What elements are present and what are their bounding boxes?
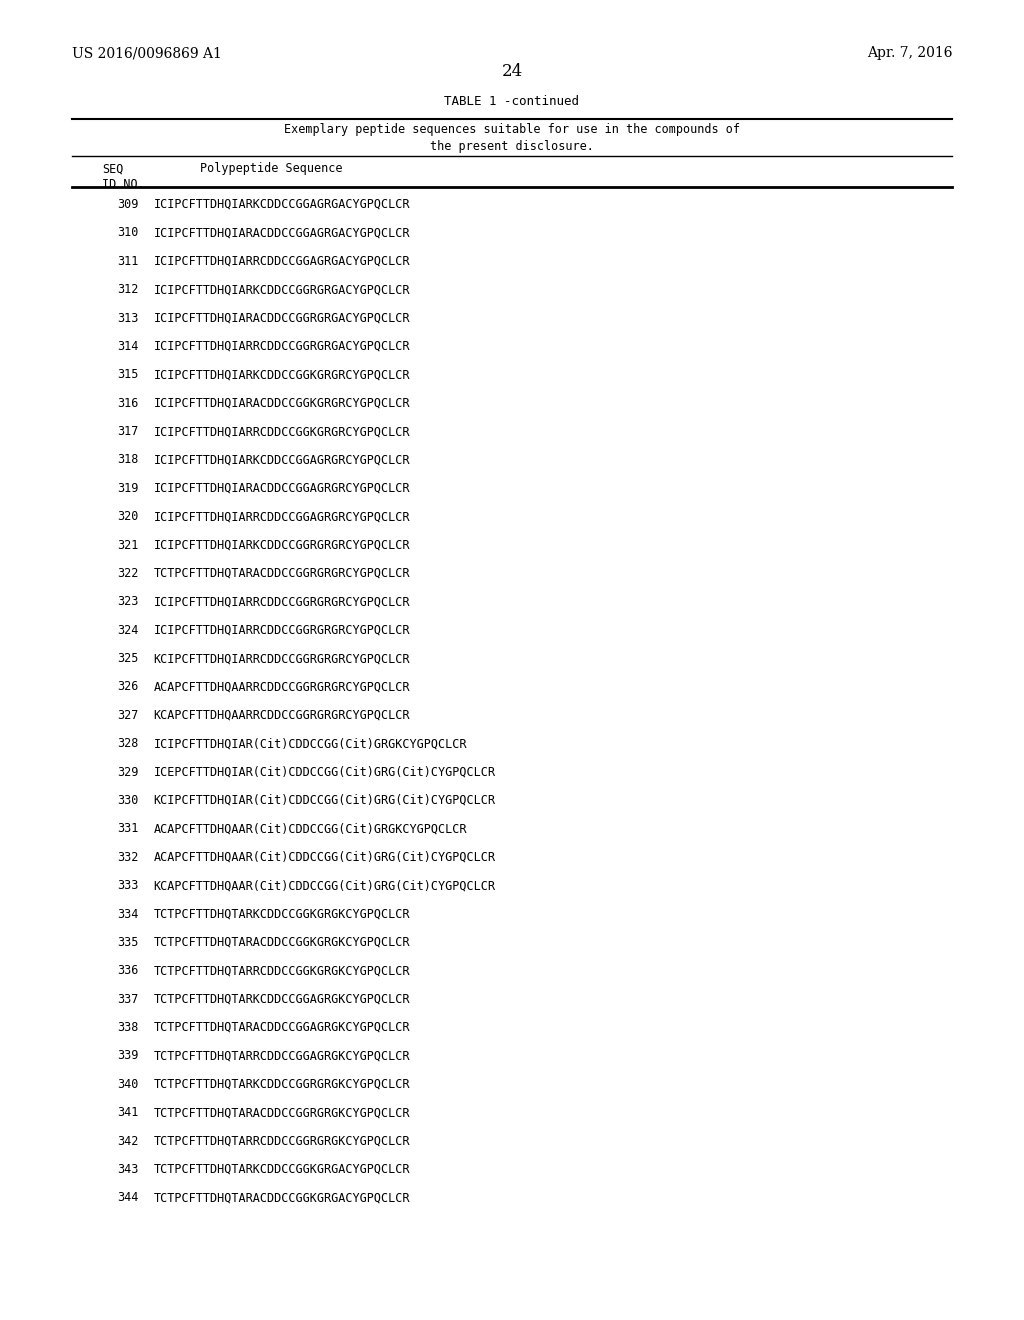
Text: 342: 342	[117, 1134, 138, 1147]
Text: ICIPCFTTDHQIARACDDCCGGRGRGACYGPQCLCR: ICIPCFTTDHQIARACDDCCGGRGRGACYGPQCLCR	[154, 312, 410, 325]
Text: KCAPCFTTDHQAAR(Cit)CDDCCGG(Cit)GRG(Cit)CYGPQCLCR: KCAPCFTTDHQAAR(Cit)CDDCCGG(Cit)GRG(Cit)C…	[154, 879, 496, 892]
Text: ICIPCFTTDHQIARRCDDCCGGAGRGACYGPQCLCR: ICIPCFTTDHQIARRCDDCCGGAGRGACYGPQCLCR	[154, 255, 410, 268]
Text: 327: 327	[117, 709, 138, 722]
Text: ICIPCFTTDHQIARRCDDCCGGKGRGRCYGPQCLCR: ICIPCFTTDHQIARRCDDCCGGKGRGRCYGPQCLCR	[154, 425, 410, 438]
Text: ICIPCFTTDHQIARKCDDCCGGRGRGRCYGPQCLCR: ICIPCFTTDHQIARKCDDCCGGRGRGRCYGPQCLCR	[154, 539, 410, 552]
Text: ACAPCFTTDHQAAR(Cit)CDDCCGG(Cit)GRGKCYGPQCLCR: ACAPCFTTDHQAAR(Cit)CDDCCGG(Cit)GRGKCYGPQ…	[154, 822, 467, 836]
Text: 337: 337	[117, 993, 138, 1006]
Text: 321: 321	[117, 539, 138, 552]
Text: ICIPCFTTDHQIARRCDDCCGGRGRGRCYGPQCLCR: ICIPCFTTDHQIARRCDDCCGGRGRGRCYGPQCLCR	[154, 623, 410, 636]
Text: 322: 322	[117, 568, 138, 579]
Text: KCAPCFTTDHQAARRCDDCCGGRGRGRCYGPQCLCR: KCAPCFTTDHQAARRCDDCCGGRGRGRCYGPQCLCR	[154, 709, 410, 722]
Text: 311: 311	[117, 255, 138, 268]
Text: ICIPCFTTDHQIARRCDDCCGGAGRGRCYGPQCLCR: ICIPCFTTDHQIARRCDDCCGGAGRGRCYGPQCLCR	[154, 511, 410, 523]
Text: ICIPCFTTDHQIARKCDDCCGGAGRGACYGPQCLCR: ICIPCFTTDHQIARKCDDCCGGAGRGACYGPQCLCR	[154, 198, 410, 211]
Text: 339: 339	[117, 1049, 138, 1063]
Text: 315: 315	[117, 368, 138, 381]
Text: TCTPCFTTDHQTARKCDDCCGGAGRGKCYGPQCLCR: TCTPCFTTDHQTARKCDDCCGGAGRGKCYGPQCLCR	[154, 993, 410, 1006]
Text: TCTPCFTTDHQTARKCDDCCGGKGRGKCYGPQCLCR: TCTPCFTTDHQTARKCDDCCGGKGRGKCYGPQCLCR	[154, 908, 410, 920]
Text: 332: 332	[117, 850, 138, 863]
Text: 331: 331	[117, 822, 138, 836]
Text: ICIPCFTTDHQIAR(Cit)CDDCCGG(Cit)GRGKCYGPQCLCR: ICIPCFTTDHQIAR(Cit)CDDCCGG(Cit)GRGKCYGPQ…	[154, 737, 467, 750]
Text: TABLE 1 -continued: TABLE 1 -continued	[444, 95, 580, 108]
Text: 313: 313	[117, 312, 138, 325]
Text: ACAPCFTTDHQAARRCDDCCGGRGRGRCYGPQCLCR: ACAPCFTTDHQAARRCDDCCGGRGRGRCYGPQCLCR	[154, 681, 410, 693]
Text: 330: 330	[117, 795, 138, 807]
Text: ICIPCFTTDHQIARKCDDCCGGAGRGRCYGPQCLCR: ICIPCFTTDHQIARKCDDCCGGAGRGRCYGPQCLCR	[154, 454, 410, 466]
Text: TCTPCFTTDHQTARACDDCCGGKGRGACYGPQCLCR: TCTPCFTTDHQTARACDDCCGGKGRGACYGPQCLCR	[154, 1191, 410, 1204]
Text: TCTPCFTTDHQTARACDDCCGGRGRGRCYGPQCLCR: TCTPCFTTDHQTARACDDCCGGRGRGRCYGPQCLCR	[154, 568, 410, 579]
Text: 328: 328	[117, 737, 138, 750]
Text: 343: 343	[117, 1163, 138, 1176]
Text: ICIPCFTTDHQIARACDDCCGGAGRGACYGPQCLCR: ICIPCFTTDHQIARACDDCCGGAGRGACYGPQCLCR	[154, 226, 410, 239]
Text: KCIPCFTTDHQIARRCDDCCGGRGRGRCYGPQCLCR: KCIPCFTTDHQIARRCDDCCGGRGRGRCYGPQCLCR	[154, 652, 410, 665]
Text: TCTPCFTTDHQTARRCDDCCGGKGRGKCYGPQCLCR: TCTPCFTTDHQTARRCDDCCGGKGRGKCYGPQCLCR	[154, 964, 410, 977]
Text: 341: 341	[117, 1106, 138, 1119]
Text: 334: 334	[117, 908, 138, 920]
Text: 324: 324	[117, 623, 138, 636]
Text: ICIPCFTTDHQIARRCDDCCGGRGRGRCYGPQCLCR: ICIPCFTTDHQIARRCDDCCGGRGRGRCYGPQCLCR	[154, 595, 410, 609]
Text: TCTPCFTTDHQTARACDDCCGGKGRGKCYGPQCLCR: TCTPCFTTDHQTARACDDCCGGKGRGKCYGPQCLCR	[154, 936, 410, 949]
Text: ICIPCFTTDHQIARKCDDCCGGRGRGACYGPQCLCR: ICIPCFTTDHQIARKCDDCCGGRGRGACYGPQCLCR	[154, 284, 410, 296]
Text: 310: 310	[117, 226, 138, 239]
Text: ACAPCFTTDHQAAR(Cit)CDDCCGG(Cit)GRG(Cit)CYGPQCLCR: ACAPCFTTDHQAAR(Cit)CDDCCGG(Cit)GRG(Cit)C…	[154, 850, 496, 863]
Text: 309: 309	[117, 198, 138, 211]
Text: SEQ
ID NO.: SEQ ID NO.	[102, 162, 145, 191]
Text: 326: 326	[117, 681, 138, 693]
Text: ICIPCFTTDHQIARACDDCCGGAGRGRCYGPQCLCR: ICIPCFTTDHQIARACDDCCGGAGRGRCYGPQCLCR	[154, 482, 410, 495]
Text: 336: 336	[117, 964, 138, 977]
Text: 338: 338	[117, 1022, 138, 1034]
Text: ICIPCFTTDHQIARACDDCCGGKGRGRCYGPQCLCR: ICIPCFTTDHQIARACDDCCGGKGRGRCYGPQCLCR	[154, 396, 410, 409]
Text: 325: 325	[117, 652, 138, 665]
Text: TCTPCFTTDHQTARKCDDCCGGRGRGKCYGPQCLCR: TCTPCFTTDHQTARKCDDCCGGRGRGKCYGPQCLCR	[154, 1077, 410, 1090]
Text: 340: 340	[117, 1077, 138, 1090]
Text: Apr. 7, 2016: Apr. 7, 2016	[867, 46, 952, 61]
Text: 318: 318	[117, 454, 138, 466]
Text: 319: 319	[117, 482, 138, 495]
Text: 320: 320	[117, 511, 138, 523]
Text: 314: 314	[117, 341, 138, 352]
Text: KCIPCFTTDHQIAR(Cit)CDDCCGG(Cit)GRG(Cit)CYGPQCLCR: KCIPCFTTDHQIAR(Cit)CDDCCGG(Cit)GRG(Cit)C…	[154, 795, 496, 807]
Text: US 2016/0096869 A1: US 2016/0096869 A1	[72, 46, 221, 61]
Text: 24: 24	[502, 63, 522, 81]
Text: 316: 316	[117, 396, 138, 409]
Text: TCTPCFTTDHQTARKCDDCCGGKGRGACYGPQCLCR: TCTPCFTTDHQTARKCDDCCGGKGRGACYGPQCLCR	[154, 1163, 410, 1176]
Text: ICIPCFTTDHQIARKCDDCCGGKGRGRCYGPQCLCR: ICIPCFTTDHQIARKCDDCCGGKGRGRCYGPQCLCR	[154, 368, 410, 381]
Text: TCTPCFTTDHQTARACDDCCGGRGRGKCYGPQCLCR: TCTPCFTTDHQTARACDDCCGGRGRGKCYGPQCLCR	[154, 1106, 410, 1119]
Text: TCTPCFTTDHQTARACDDCCGGAGRGKCYGPQCLCR: TCTPCFTTDHQTARACDDCCGGAGRGKCYGPQCLCR	[154, 1022, 410, 1034]
Text: 312: 312	[117, 284, 138, 296]
Text: 333: 333	[117, 879, 138, 892]
Text: TCTPCFTTDHQTARRCDDCCGGRGRGKCYGPQCLCR: TCTPCFTTDHQTARRCDDCCGGRGRGKCYGPQCLCR	[154, 1134, 410, 1147]
Text: ICEPCFTTDHQIAR(Cit)CDDCCGG(Cit)GRG(Cit)CYGPQCLCR: ICEPCFTTDHQIAR(Cit)CDDCCGG(Cit)GRG(Cit)C…	[154, 766, 496, 779]
Text: Polypeptide Sequence: Polypeptide Sequence	[200, 162, 342, 176]
Text: 323: 323	[117, 595, 138, 609]
Text: TCTPCFTTDHQTARRCDDCCGGAGRGKCYGPQCLCR: TCTPCFTTDHQTARRCDDCCGGAGRGKCYGPQCLCR	[154, 1049, 410, 1063]
Text: 317: 317	[117, 425, 138, 438]
Text: ICIPCFTTDHQIARRCDDCCGGRGRGACYGPQCLCR: ICIPCFTTDHQIARRCDDCCGGRGRGACYGPQCLCR	[154, 341, 410, 352]
Text: 335: 335	[117, 936, 138, 949]
Text: Exemplary peptide sequences suitable for use in the compounds of
the present dis: Exemplary peptide sequences suitable for…	[284, 123, 740, 153]
Text: 329: 329	[117, 766, 138, 779]
Text: 344: 344	[117, 1191, 138, 1204]
